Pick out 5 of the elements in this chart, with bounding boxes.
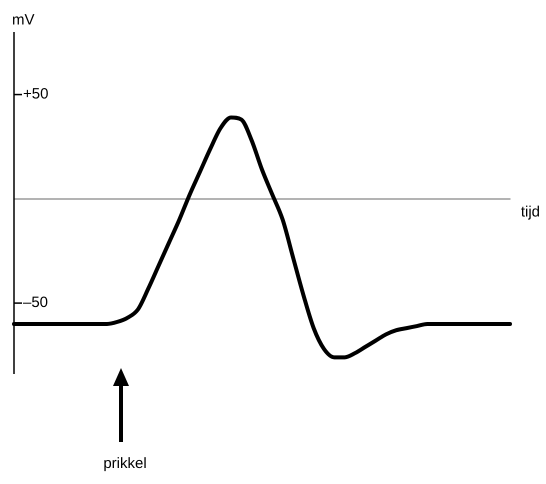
y-tick-label: +50: [23, 86, 48, 103]
y-tick-label: –50: [23, 294, 48, 312]
x-axis-title: tijd: [520, 203, 540, 220]
y-axis-title: mV: [12, 12, 34, 29]
text: prikkel: [102, 455, 148, 472]
